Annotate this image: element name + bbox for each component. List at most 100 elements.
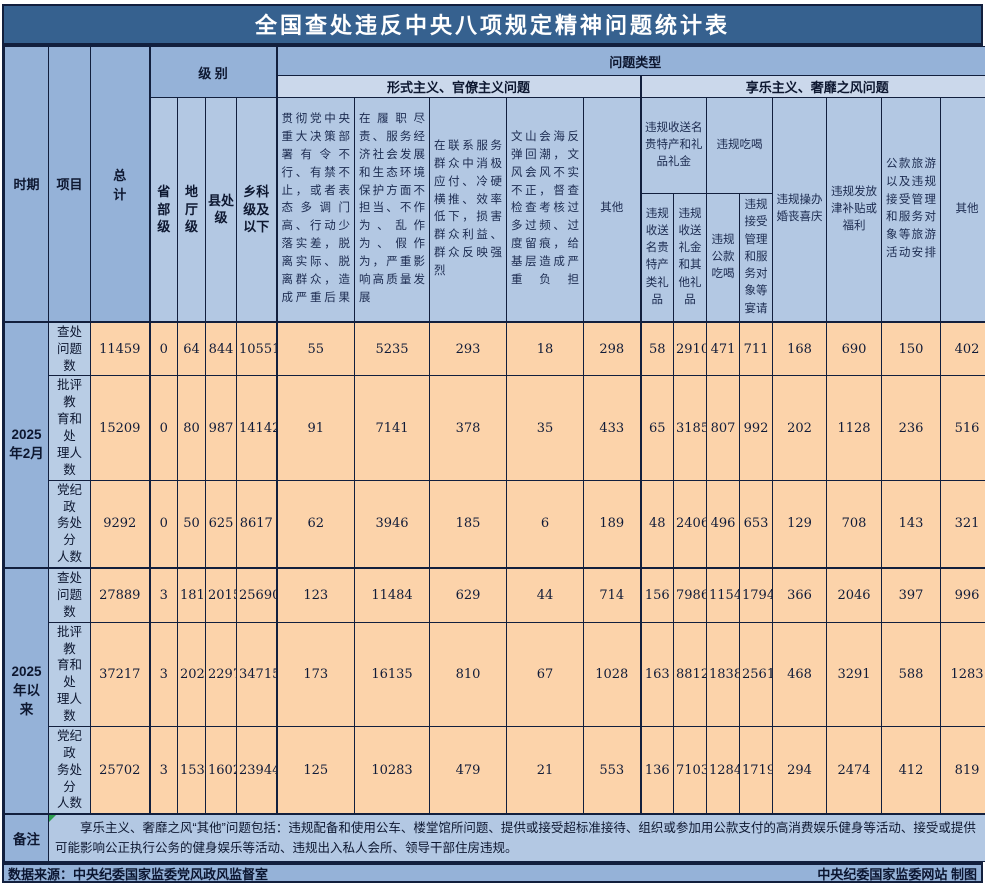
data-cell: 996 <box>941 568 985 622</box>
data-cell: 2015 <box>206 568 237 622</box>
data-cell: 1128 <box>827 376 882 480</box>
data-cell: 181 <box>178 568 206 622</box>
data-cell: 844 <box>206 322 237 376</box>
header-formalism-col-2: 在履职尽责、服务经济社会发展和生态环境保护方面不担当、不作为、乱作为、假作为，严… <box>355 98 430 322</box>
data-cell: 125 <box>277 726 355 814</box>
data-cell: 202 <box>773 376 827 480</box>
data-cell: 6 <box>507 480 584 568</box>
data-cell: 653 <box>740 480 773 568</box>
data-source: 数据来源：中央纪委国家监委党风政风监督室 <box>8 864 268 883</box>
data-cell: 496 <box>707 480 740 568</box>
data-cell: 819 <box>941 726 985 814</box>
header-cash-gifts: 违规收送礼金和其他礼品 <box>674 194 707 322</box>
data-cell: 23944 <box>237 726 277 814</box>
data-cell: 5235 <box>355 322 430 376</box>
data-cell: 402 <box>941 322 985 376</box>
data-cell: 1794 <box>740 568 773 622</box>
data-cell: 80 <box>178 376 206 480</box>
data-cell: 2910 <box>674 322 707 376</box>
data-cell: 150 <box>882 322 941 376</box>
data-cell: 1838 <box>707 622 740 726</box>
data-cell: 10283 <box>355 726 430 814</box>
header-formalism: 形式主义、官僚主义问题 <box>277 76 641 98</box>
data-cell: 27889 <box>91 568 150 622</box>
data-cell: 1719 <box>740 726 773 814</box>
data-cell: 50 <box>178 480 206 568</box>
data-cell: 0 <box>150 322 178 376</box>
data-cell: 129 <box>773 480 827 568</box>
period-cell: 2025 年2月 <box>5 322 49 568</box>
data-cell: 37217 <box>91 622 150 726</box>
data-cell: 14142 <box>237 376 277 480</box>
header-weddings-funerals: 违规操办婚丧喜庆 <box>773 98 827 322</box>
header-allowances: 违规发放津补贴或福利 <box>827 98 882 322</box>
data-cell: 588 <box>882 622 941 726</box>
footer-bar: 数据来源：中央纪委国家监委党风政风监督室 中央纪委国家监委网站 制图 <box>4 862 981 881</box>
data-cell: 378 <box>430 376 507 480</box>
data-cell: 153 <box>178 726 206 814</box>
data-cell: 625 <box>206 480 237 568</box>
data-cell: 412 <box>882 726 941 814</box>
data-cell: 471 <box>707 322 740 376</box>
table-header: 时期 项目 总 计 级 别 问题类型 形式主义、官僚主义问题 享乐主义、奢靡之风… <box>5 47 985 322</box>
row-label: 批评教 育和处 理人数 <box>49 622 91 726</box>
data-cell: 366 <box>773 568 827 622</box>
data-cell: 0 <box>150 480 178 568</box>
data-cell: 992 <box>740 376 773 480</box>
header-banquet-invites: 违规接受管理和服务对象等宴请 <box>740 194 773 322</box>
data-cell: 3 <box>150 568 178 622</box>
header-period: 时期 <box>5 47 49 322</box>
data-cell: 34715 <box>237 622 277 726</box>
data-cell: 714 <box>584 568 641 622</box>
data-cell: 516 <box>941 376 985 480</box>
row-label: 查处 问题数 <box>49 568 91 622</box>
data-cell: 35 <box>507 376 584 480</box>
data-cell: 690 <box>827 322 882 376</box>
header-formalism-col-1: 贯彻党中央重大决策部署有令不行、有禁不止，或者表态多调门高、行动少落实差，脱离实… <box>277 98 355 322</box>
data-cell: 58 <box>641 322 674 376</box>
data-cell: 298 <box>584 322 641 376</box>
data-cell: 433 <box>584 376 641 480</box>
header-problem-type: 问题类型 <box>277 47 985 76</box>
header-level-county: 县处级 <box>206 98 237 322</box>
remark-label: 备注 <box>5 814 49 862</box>
data-cell: 3 <box>150 726 178 814</box>
data-cell: 294 <box>773 726 827 814</box>
header-formalism-col-4: 文山会海反弹回潮，文风会风不实不正，督查检查考核过多过频、过度留痕，给基层造成严… <box>507 98 584 322</box>
data-cell: 64 <box>178 322 206 376</box>
data-cell: 189 <box>584 480 641 568</box>
remark-row: 备注 享乐主义、奢靡之风“其他”问题包括：违规配备和使用公车、楼堂馆所问题、提供… <box>5 814 985 862</box>
data-cell: 2406 <box>674 480 707 568</box>
table-row: 批评教 育和处 理人数37217320222973471517316135810… <box>5 622 985 726</box>
data-cell: 136 <box>641 726 674 814</box>
data-cell: 479 <box>430 726 507 814</box>
data-cell: 1283 <box>941 622 985 726</box>
data-cell: 44 <box>507 568 584 622</box>
data-cell: 236 <box>882 376 941 480</box>
data-cell: 156 <box>641 568 674 622</box>
header-public-funds-dining: 违规公款吃喝 <box>707 194 740 322</box>
header-item: 项目 <box>49 47 91 322</box>
data-cell: 91 <box>277 376 355 480</box>
page-title: 全国查处违反中央八项规定精神问题统计表 <box>4 6 981 46</box>
header-specialty-gifts: 违规收送名贵特产类礼品 <box>641 194 674 322</box>
table-frame: 全国查处违反中央八项规定精神问题统计表 时期 项目 总 计 级 别 问题类型 形… <box>2 4 983 883</box>
data-cell: 202 <box>178 622 206 726</box>
data-cell: 11459 <box>91 322 150 376</box>
period-cell: 2025 年以 来 <box>5 568 49 814</box>
data-cell: 185 <box>430 480 507 568</box>
header-hedonism-other: 其他 <box>941 98 985 322</box>
data-cell: 7986 <box>674 568 707 622</box>
data-cell: 708 <box>827 480 882 568</box>
header-total: 总 计 <box>91 47 150 322</box>
data-cell: 711 <box>740 322 773 376</box>
data-cell: 2297 <box>206 622 237 726</box>
statistics-table: 时期 项目 总 计 级 别 问题类型 形式主义、官僚主义问题 享乐主义、奢靡之风… <box>4 46 985 862</box>
remark-content: 享乐主义、奢靡之风“其他”问题包括：违规配备和使用公车、楼堂馆所问题、提供或接受… <box>55 818 985 858</box>
data-cell: 553 <box>584 726 641 814</box>
data-cell: 397 <box>882 568 941 622</box>
data-cell: 2046 <box>827 568 882 622</box>
